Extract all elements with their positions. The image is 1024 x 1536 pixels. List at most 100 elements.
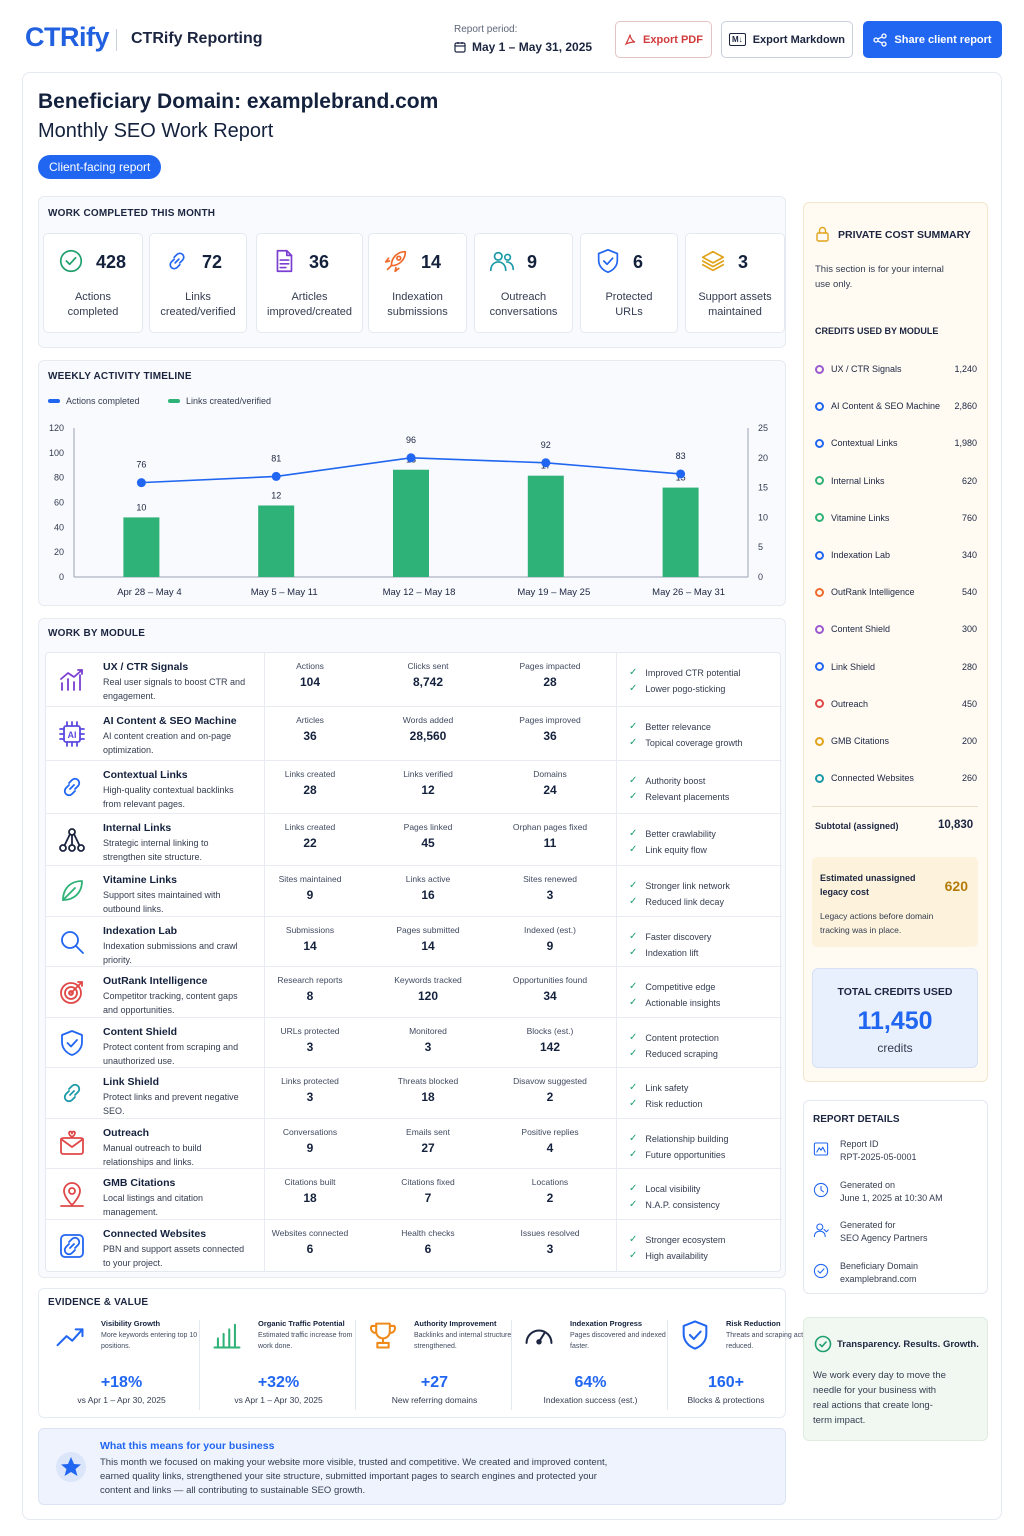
export-pdf-label: Export PDF — [643, 33, 703, 46]
checkmark-icon: ✓ — [629, 896, 638, 907]
bar-links — [123, 517, 160, 577]
module-row[interactable]: AI AI Content & SEO Machine AI content cre… — [46, 707, 782, 761]
module-row[interactable]: Connected Websites PBN and support assets… — [46, 1220, 782, 1271]
evidence-icon-wrap — [210, 1318, 244, 1352]
metric-value: 3 — [306, 1090, 314, 1104]
outcome-text: Content protection — [645, 1033, 719, 1043]
evidence-card: Indexation Progress Pages discovered and … — [514, 1316, 667, 1416]
module-row[interactable]: OutRank Intelligence Competitor tracking,… — [46, 967, 782, 1018]
outcome-text: Indexation lift — [645, 948, 699, 958]
detail-label: Generated on — [840, 1179, 896, 1190]
metric-label: URLs protected — [280, 1026, 340, 1036]
credit-row: Outreach 450 — [815, 696, 977, 712]
evidence-title: Risk Reduction — [726, 1319, 781, 1328]
credit-value: 260 — [961, 773, 977, 784]
module-icon-wrap — [57, 1028, 87, 1058]
evidence-value: 160+ — [707, 1374, 745, 1391]
module-color-dot — [815, 476, 824, 486]
metric-value: 22 — [303, 836, 317, 850]
module-row[interactable]: Indexation Lab Indexation submissions and… — [46, 917, 782, 967]
credit-value: 450 — [961, 698, 977, 709]
checkmark-icon: ✓ — [629, 1183, 638, 1194]
stat-value: 6 — [633, 252, 644, 272]
outcome-item: ✓ Link equity flow — [629, 842, 716, 858]
module-outcomes: ✓ Stronger link network ✓ Reduced link deca… — [629, 878, 730, 910]
module-row[interactable]: Link Shield Protect links and prevent neg… — [46, 1068, 782, 1119]
line-point — [406, 453, 416, 463]
metric-value: 2 — [546, 1191, 554, 1205]
module-metric: Opportunities found 34 — [491, 975, 609, 1003]
divider — [616, 1169, 617, 1219]
module-row[interactable]: Vitamine Links Support sites maintained w… — [46, 866, 782, 917]
divider — [264, 967, 265, 1017]
metric-label: Issues resolved — [520, 1228, 580, 1238]
module-metric: Domains 24 — [491, 769, 609, 797]
outcome-item: ✓ Faster discovery — [629, 929, 711, 945]
evidence-icon-wrap — [522, 1318, 556, 1352]
map-pin-icon — [60, 1182, 84, 1207]
evidence-value: +27 — [420, 1374, 449, 1391]
legend-links: Links created/verified — [168, 396, 271, 406]
module-icon-wrap — [57, 772, 87, 802]
credit-module-name: UX / CTR Signals — [831, 364, 902, 374]
cost-summary-title: PRIVATE COST SUMMARY — [838, 229, 971, 241]
detail-value: RPT-2025-05-0001 — [840, 1152, 917, 1162]
module-metric: Clicks sent 8,742 — [369, 661, 487, 689]
stat-label-line: submissions — [387, 306, 448, 318]
credits-by-module-title: CREDITS USED BY MODULE — [815, 326, 939, 336]
export-markdown-label: Export Markdown — [752, 33, 845, 46]
module-row[interactable]: Content Shield Protect content from scrap… — [46, 1018, 782, 1068]
module-metric: Conversations 9 — [251, 1127, 369, 1155]
detail-icon-wrap — [812, 1262, 830, 1280]
check-circle-icon — [814, 1335, 832, 1353]
module-row[interactable]: GMB Citations Local listings and citation… — [46, 1169, 782, 1220]
module-row[interactable]: Outreach Manual outreach to build relatio… — [46, 1119, 782, 1169]
stat-icon-wrap — [382, 247, 410, 275]
stat-card: 72 Links created/verified — [149, 233, 247, 333]
credit-value: 340 — [961, 550, 977, 560]
module-row[interactable]: UX / CTR Signals Real user signals to boo… — [46, 653, 782, 707]
x-tick-label: Apr 28 – May 4 — [117, 587, 181, 598]
module-row[interactable]: Contextual Links High-quality contextual … — [46, 761, 782, 814]
stat-icon-wrap — [594, 247, 622, 275]
module-name: Internal Links — [103, 822, 172, 834]
cost-note-line: This section is for your internal — [815, 264, 944, 275]
module-icon-wrap — [57, 876, 87, 906]
module-metric: Pages improved 36 — [491, 715, 609, 743]
checkmark-icon: ✓ — [629, 947, 638, 958]
module-outcomes: ✓ Competitive edge ✓ Actionable insights — [629, 979, 720, 1011]
module-row[interactable]: Internal Links Strategic internal linking… — [46, 814, 782, 866]
stat-card: 36 Articles improved/created — [256, 233, 363, 333]
brand-logo[interactable]: CTRify — [25, 22, 110, 52]
module-description: Protect links and prevent negative SEO. — [103, 1092, 239, 1116]
outcome-text: Reduced link decay — [645, 897, 724, 907]
report-period-value[interactable]: May 1 – May 31, 2025 — [454, 40, 592, 54]
metric-label: Conversations — [282, 1127, 338, 1137]
module-name: Connected Websites — [103, 1228, 207, 1240]
envelope-icon — [60, 1130, 84, 1155]
evidence-card: Authority Improvement Backlinks and inter… — [358, 1316, 511, 1416]
outcome-item: ✓ Lower pogo-sticking — [629, 681, 740, 697]
module-metric: Keywords tracked 120 — [369, 975, 487, 1003]
app-title: CTRify Reporting — [131, 30, 263, 47]
evidence-icon-wrap — [678, 1318, 712, 1352]
transparency-line: needle for your business with — [813, 1385, 937, 1396]
divider — [116, 29, 117, 51]
module-metric: Submissions 14 — [251, 925, 369, 953]
metric-value: 36 — [303, 729, 317, 743]
outcome-text: N.A.P. consistency — [645, 1200, 720, 1210]
credit-row: UX / CTR Signals 1,240 — [815, 361, 977, 377]
module-icon-wrap — [57, 665, 87, 695]
metric-label: Health checks — [401, 1228, 455, 1238]
export-markdown-button[interactable]: M↓ Export Markdown — [721, 21, 853, 58]
share-client-report-button[interactable]: Share client report — [863, 21, 1002, 58]
evidence-title: Organic Traffic Potential — [258, 1319, 345, 1328]
checkmark-icon: ✓ — [629, 1048, 638, 1059]
module-description: Local listings and citation management. — [103, 1193, 204, 1217]
export-pdf-button[interactable]: Export PDF — [615, 21, 712, 58]
right-tick-label: 0 — [758, 572, 763, 582]
target-icon — [60, 981, 83, 1004]
markdown-icon: M↓ — [729, 33, 746, 46]
divider — [511, 1320, 512, 1410]
divider — [616, 967, 617, 1017]
